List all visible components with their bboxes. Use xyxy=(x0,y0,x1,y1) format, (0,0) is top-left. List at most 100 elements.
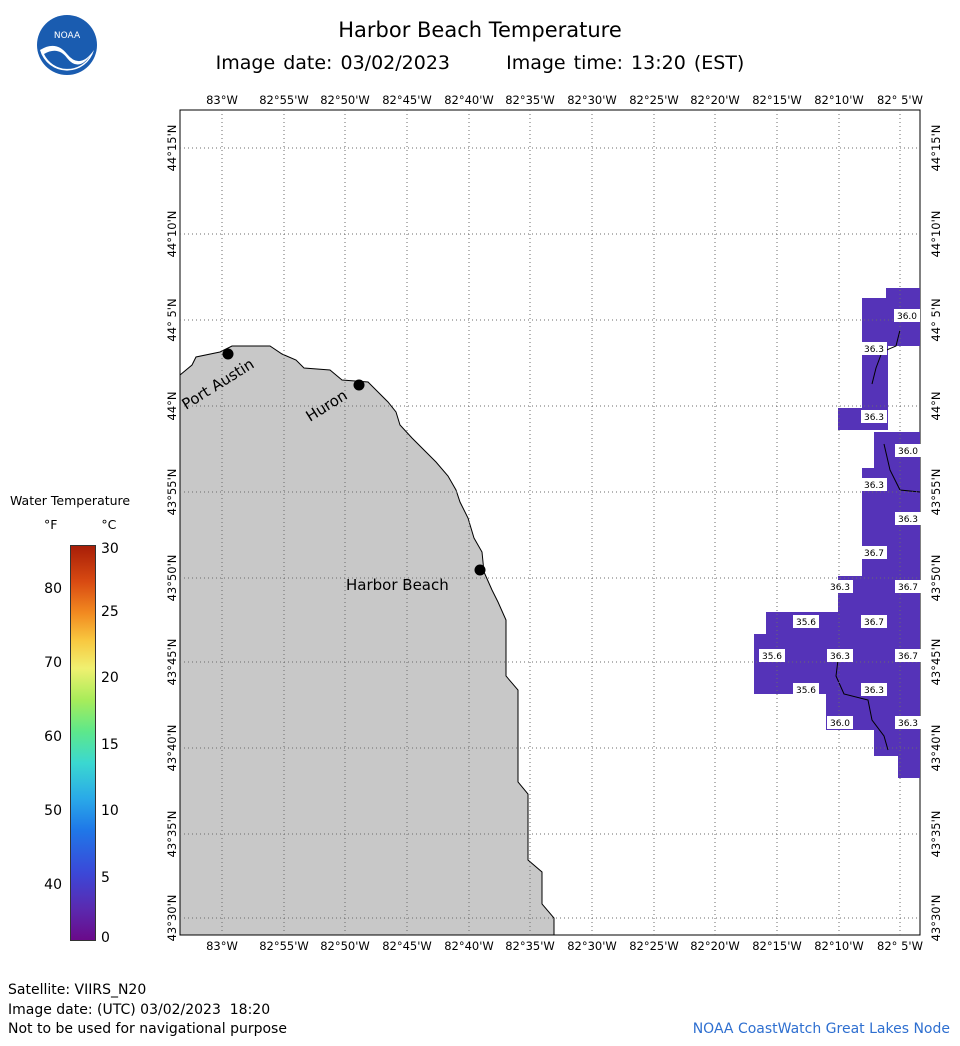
temp-label-text: 36.3 xyxy=(830,652,850,662)
temp-label-text: 36.0 xyxy=(830,719,850,729)
image-time: Image time: 13:20 (EST) xyxy=(506,52,745,74)
legend-f-tick: 70 xyxy=(44,655,62,671)
lon-label: 82°35'W xyxy=(505,939,555,953)
legend-c-tick: 15 xyxy=(101,737,119,753)
lat-label: 44°15'N xyxy=(929,125,943,172)
temp-label: 36.3 xyxy=(861,410,887,423)
lon-label: 82°10'W xyxy=(814,939,864,953)
temp-label: 35.6 xyxy=(793,683,819,696)
lon-label: 82°55'W xyxy=(259,93,309,107)
legend-units: °F °C xyxy=(44,517,116,532)
lon-label: 82°10'W xyxy=(814,93,864,107)
image-datetime: Image date: 03/02/2023 Image time: 13:20… xyxy=(0,52,960,74)
temp-label: 36.0 xyxy=(895,444,921,457)
image-date: Image date: 03/02/2023 xyxy=(215,52,451,74)
temp-label-text: 36.7 xyxy=(864,618,884,628)
lon-labels-bottom: 83°W 82°55'W 82°50'W 82°45'W 82°40'W 82°… xyxy=(206,939,923,953)
temp-label: 36.3 xyxy=(827,649,853,662)
temp-cell xyxy=(874,730,920,756)
lon-labels-top: 83°W 82°55'W 82°50'W 82°45'W 82°40'W 82°… xyxy=(206,93,923,107)
temp-label-text: 36.0 xyxy=(897,312,917,322)
lat-label: 44°10'N xyxy=(929,211,943,258)
temp-label-text: 36.3 xyxy=(898,719,918,729)
lat-label: 43°55'N xyxy=(929,469,943,516)
temp-label-text: 35.6 xyxy=(762,652,782,662)
temp-label: 36.3 xyxy=(861,478,887,491)
lon-label: 82°20'W xyxy=(690,93,740,107)
legend-f-tick: 40 xyxy=(44,877,62,893)
temp-label-text: 35.6 xyxy=(796,686,816,696)
lon-label: 82°25'W xyxy=(629,93,679,107)
lat-label: 44° 5'N xyxy=(165,298,179,341)
lon-label: 82°25'W xyxy=(629,939,679,953)
unit-fahrenheit: °F xyxy=(44,517,58,532)
legend-f-tick: 80 xyxy=(44,581,62,597)
lon-label: 82°15'W xyxy=(752,939,802,953)
lat-label: 43°50'N xyxy=(165,555,179,602)
temp-label: 36.7 xyxy=(895,580,921,593)
lat-labels-right: 44°15'N 44°10'N 44° 5'N 44°N 43°55'N 43°… xyxy=(929,125,943,942)
lat-label: 44°15'N xyxy=(165,125,179,172)
lat-label: 43°35'N xyxy=(929,811,943,858)
lat-label: 44°10'N xyxy=(165,211,179,258)
lat-label: 44° 5'N xyxy=(929,298,943,341)
legend-c-tick: 20 xyxy=(101,670,119,686)
noaa-logo-icon: NOAA xyxy=(37,15,97,75)
temp-label: 35.6 xyxy=(759,649,785,662)
legend-c-tick: 5 xyxy=(101,870,110,886)
legend-f-tick: 50 xyxy=(44,803,62,819)
temp-label: 36.3 xyxy=(827,580,853,593)
lat-label: 43°45'N xyxy=(165,639,179,686)
lon-label: 83°W xyxy=(206,93,238,107)
lon-label: 82°20'W xyxy=(690,939,740,953)
temp-label-text: 36.3 xyxy=(830,583,850,593)
temperature-colorbar xyxy=(70,545,96,941)
temp-label-text: 36.7 xyxy=(898,583,918,593)
temp-cell xyxy=(766,612,920,634)
lon-label: 82°50'W xyxy=(320,93,370,107)
legend-c-tick: 30 xyxy=(101,541,119,557)
lon-label: 82°40'W xyxy=(444,93,494,107)
land-area xyxy=(179,345,555,936)
temp-label: 36.0 xyxy=(827,716,853,729)
lat-label: 43°40'N xyxy=(165,725,179,772)
temp-label: 35.6 xyxy=(793,615,819,628)
lat-label: 43°35'N xyxy=(165,811,179,858)
lat-label: 43°40'N xyxy=(929,725,943,772)
city-dot-port-austin xyxy=(222,348,234,360)
lat-label: 43°55'N xyxy=(165,469,179,516)
lat-label: 43°30'N xyxy=(165,895,179,942)
temp-label: 36.3 xyxy=(895,512,921,525)
lon-label: 82°45'W xyxy=(382,93,432,107)
temp-label-text: 36.3 xyxy=(864,481,884,491)
lon-label: 83°W xyxy=(206,939,238,953)
city-label-harbor-beach: Harbor Beach xyxy=(346,576,449,594)
satellite-info: Satellite: VIIRS_N20 xyxy=(8,982,147,998)
navigation-disclaimer: Not to be used for navigational purpose xyxy=(8,1021,287,1037)
lon-label: 82°50'W xyxy=(320,939,370,953)
temp-label: 36.7 xyxy=(861,546,887,559)
lat-label: 43°45'N xyxy=(929,639,943,686)
city-dot-harbor-beach xyxy=(474,564,486,576)
temp-label-text: 36.3 xyxy=(864,413,884,423)
temp-cell xyxy=(898,756,920,778)
map-title: Harbor Beach Temperature xyxy=(338,18,622,42)
lon-label: 82° 5'W xyxy=(877,939,923,953)
legend-c-tick: 0 xyxy=(101,930,110,946)
legend-c-tick: 10 xyxy=(101,803,119,819)
credit-link[interactable]: NOAA CoastWatch Great Lakes Node xyxy=(692,1021,950,1037)
lon-label: 82°55'W xyxy=(259,939,309,953)
lon-label: 82°35'W xyxy=(505,93,555,107)
temp-label: 36.3 xyxy=(861,683,887,696)
lon-label: 82°40'W xyxy=(444,939,494,953)
temp-label: 36.3 xyxy=(861,342,887,355)
lat-lon-grid xyxy=(180,110,920,935)
lat-label: 43°50'N xyxy=(929,555,943,602)
temperature-value-labels: 36.0 36.3 36.3 36.0 36.3 36.3 36.7 36.3 … xyxy=(759,309,921,729)
temp-label: 36.3 xyxy=(895,716,921,729)
unit-celsius: °C xyxy=(101,517,117,532)
temp-label-text: 36.3 xyxy=(898,515,918,525)
legend-f-tick: 60 xyxy=(44,729,62,745)
temp-label: 36.0 xyxy=(894,309,920,322)
